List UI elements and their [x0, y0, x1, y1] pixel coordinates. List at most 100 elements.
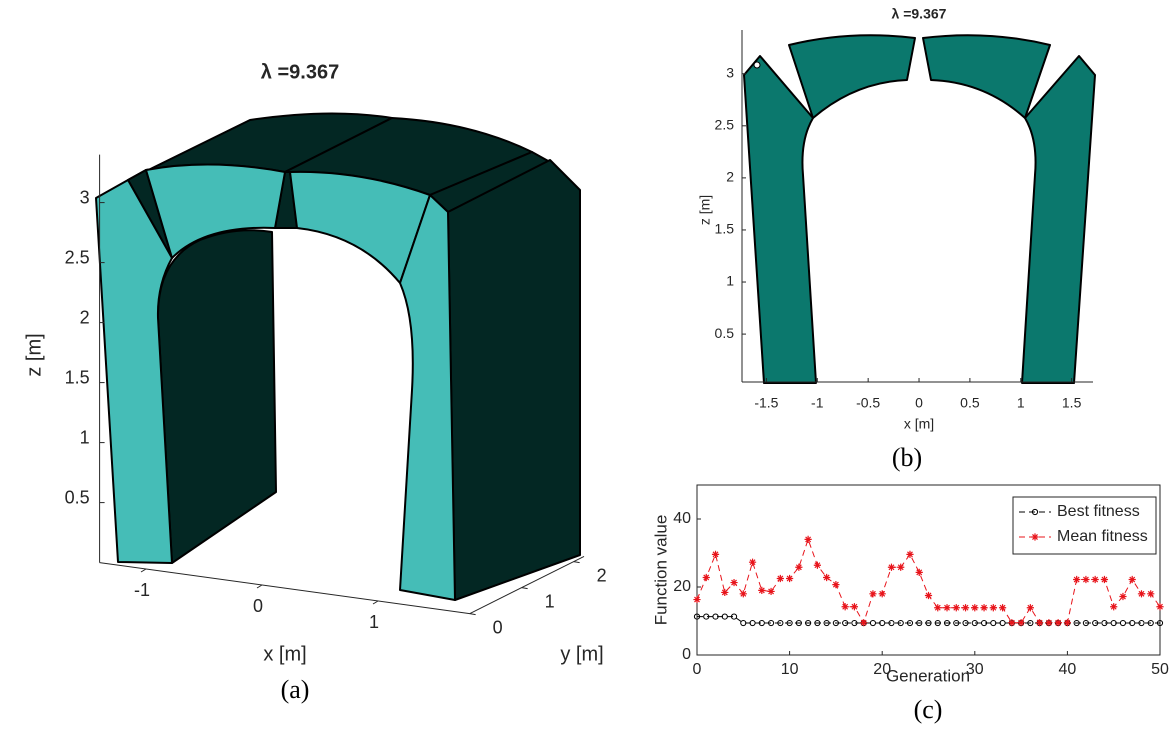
- marker: [795, 564, 802, 571]
- pillar-front: [96, 180, 172, 563]
- marker: [786, 575, 793, 582]
- y-tick-label: 1: [726, 273, 734, 289]
- z-tick-label: 3: [80, 187, 90, 207]
- marker: [1156, 603, 1163, 610]
- marker: [1119, 593, 1126, 600]
- caption: (c): [914, 695, 943, 724]
- marker: [767, 588, 774, 595]
- crown: [923, 35, 1050, 118]
- marker: [832, 581, 839, 588]
- y-tick-label: 0: [493, 617, 503, 637]
- z-tick-label: 1.5: [65, 367, 90, 387]
- y-tick-label: 0: [682, 646, 691, 663]
- y-tick: [574, 562, 580, 563]
- x-tick: [257, 585, 262, 588]
- pillar: [744, 56, 816, 383]
- y-tick-label: 20: [673, 578, 691, 595]
- x-tick-label: 1: [1017, 395, 1025, 411]
- marker: [906, 551, 913, 558]
- y-axis-label: z [m]: [697, 195, 713, 225]
- marker: [805, 536, 812, 543]
- x-tick-label: 1: [369, 612, 379, 632]
- marker: [971, 604, 978, 611]
- marker: [740, 590, 747, 597]
- x-tick-label: 0.5: [960, 395, 980, 411]
- arch-3d: [96, 113, 580, 600]
- marker: [1138, 590, 1145, 597]
- marker: [1045, 619, 1052, 626]
- marker: [1008, 619, 1015, 626]
- caption: (b): [892, 443, 922, 472]
- page: {"chart_data": [ {"type": "arch3d", "tit…: [0, 0, 1174, 749]
- pillar: [1022, 56, 1095, 383]
- marker: [1082, 576, 1089, 583]
- marker: [758, 587, 765, 594]
- x-tick-label: 20: [873, 661, 891, 678]
- y-axis-label: y [m]: [560, 643, 603, 665]
- marker: [916, 569, 923, 576]
- marker: [1018, 619, 1025, 626]
- pillar-inner: [158, 230, 276, 563]
- z-tick-label: 2: [80, 307, 90, 327]
- marker: [879, 590, 886, 597]
- x-tick-label: 50: [1151, 661, 1169, 678]
- title: λ =9.367: [261, 61, 339, 83]
- y-tick-label: 2: [597, 565, 607, 585]
- x-tick: [141, 569, 146, 572]
- marker: [823, 574, 830, 581]
- x-tick-label: -1: [134, 580, 150, 600]
- y-tick-label: 2: [726, 169, 734, 185]
- z-tick-label: 2.5: [65, 247, 90, 267]
- y-tick: [470, 614, 476, 615]
- legend-label: Best fitness: [1057, 503, 1140, 520]
- y-tick-label: 40: [673, 510, 691, 527]
- marker: [851, 603, 858, 610]
- y-tick-label: 2.5: [715, 117, 735, 133]
- marker: [953, 604, 960, 611]
- y-axis-label: Function value: [651, 515, 670, 626]
- crown: [789, 35, 915, 118]
- marker: [712, 551, 719, 558]
- marker: [962, 604, 969, 611]
- x-tick-label: 0: [693, 661, 702, 678]
- marker: [842, 603, 849, 610]
- pillar-side: [448, 160, 580, 600]
- marker: [888, 564, 895, 571]
- z-tick-label: 0.5: [65, 487, 90, 507]
- marker: [1092, 576, 1099, 583]
- marker: [925, 592, 932, 599]
- x-axis-label: x [m]: [904, 416, 934, 432]
- marker: [1036, 619, 1043, 626]
- marker: [934, 604, 941, 611]
- marker: [860, 619, 867, 626]
- x-tick-label: 0: [915, 395, 923, 411]
- x-tick-label: 40: [1059, 661, 1077, 678]
- marker: [1147, 590, 1154, 597]
- legend-label: Mean fitness: [1057, 528, 1148, 545]
- marker: [990, 604, 997, 611]
- x-tick-label: 30: [966, 661, 984, 678]
- marker: [749, 559, 756, 566]
- marker: [814, 562, 821, 569]
- y-tick-label: 0.5: [715, 325, 735, 341]
- marker: [1120, 620, 1125, 625]
- pillar-front: [400, 195, 455, 600]
- marker: [1101, 576, 1108, 583]
- marker: [693, 596, 700, 603]
- point: [754, 62, 760, 68]
- marker: [897, 564, 904, 571]
- marker: [999, 604, 1006, 611]
- title: λ =9.367: [892, 6, 947, 22]
- marker: [1073, 576, 1080, 583]
- marker: [1129, 576, 1136, 583]
- x-tick-label: 0: [253, 596, 263, 616]
- marker: [721, 589, 728, 596]
- x-tick-label: 1.5: [1062, 395, 1082, 411]
- x-tick: [373, 601, 378, 604]
- marker: [870, 620, 875, 625]
- x-tick-label: -1.5: [754, 395, 778, 411]
- figure: λ =9.367 z [m] x [m] y [m] (a) λ =9.367 …: [0, 0, 1174, 749]
- x-axis-label: x [m]: [263, 643, 306, 665]
- marker: [703, 574, 710, 581]
- marker: [777, 575, 784, 582]
